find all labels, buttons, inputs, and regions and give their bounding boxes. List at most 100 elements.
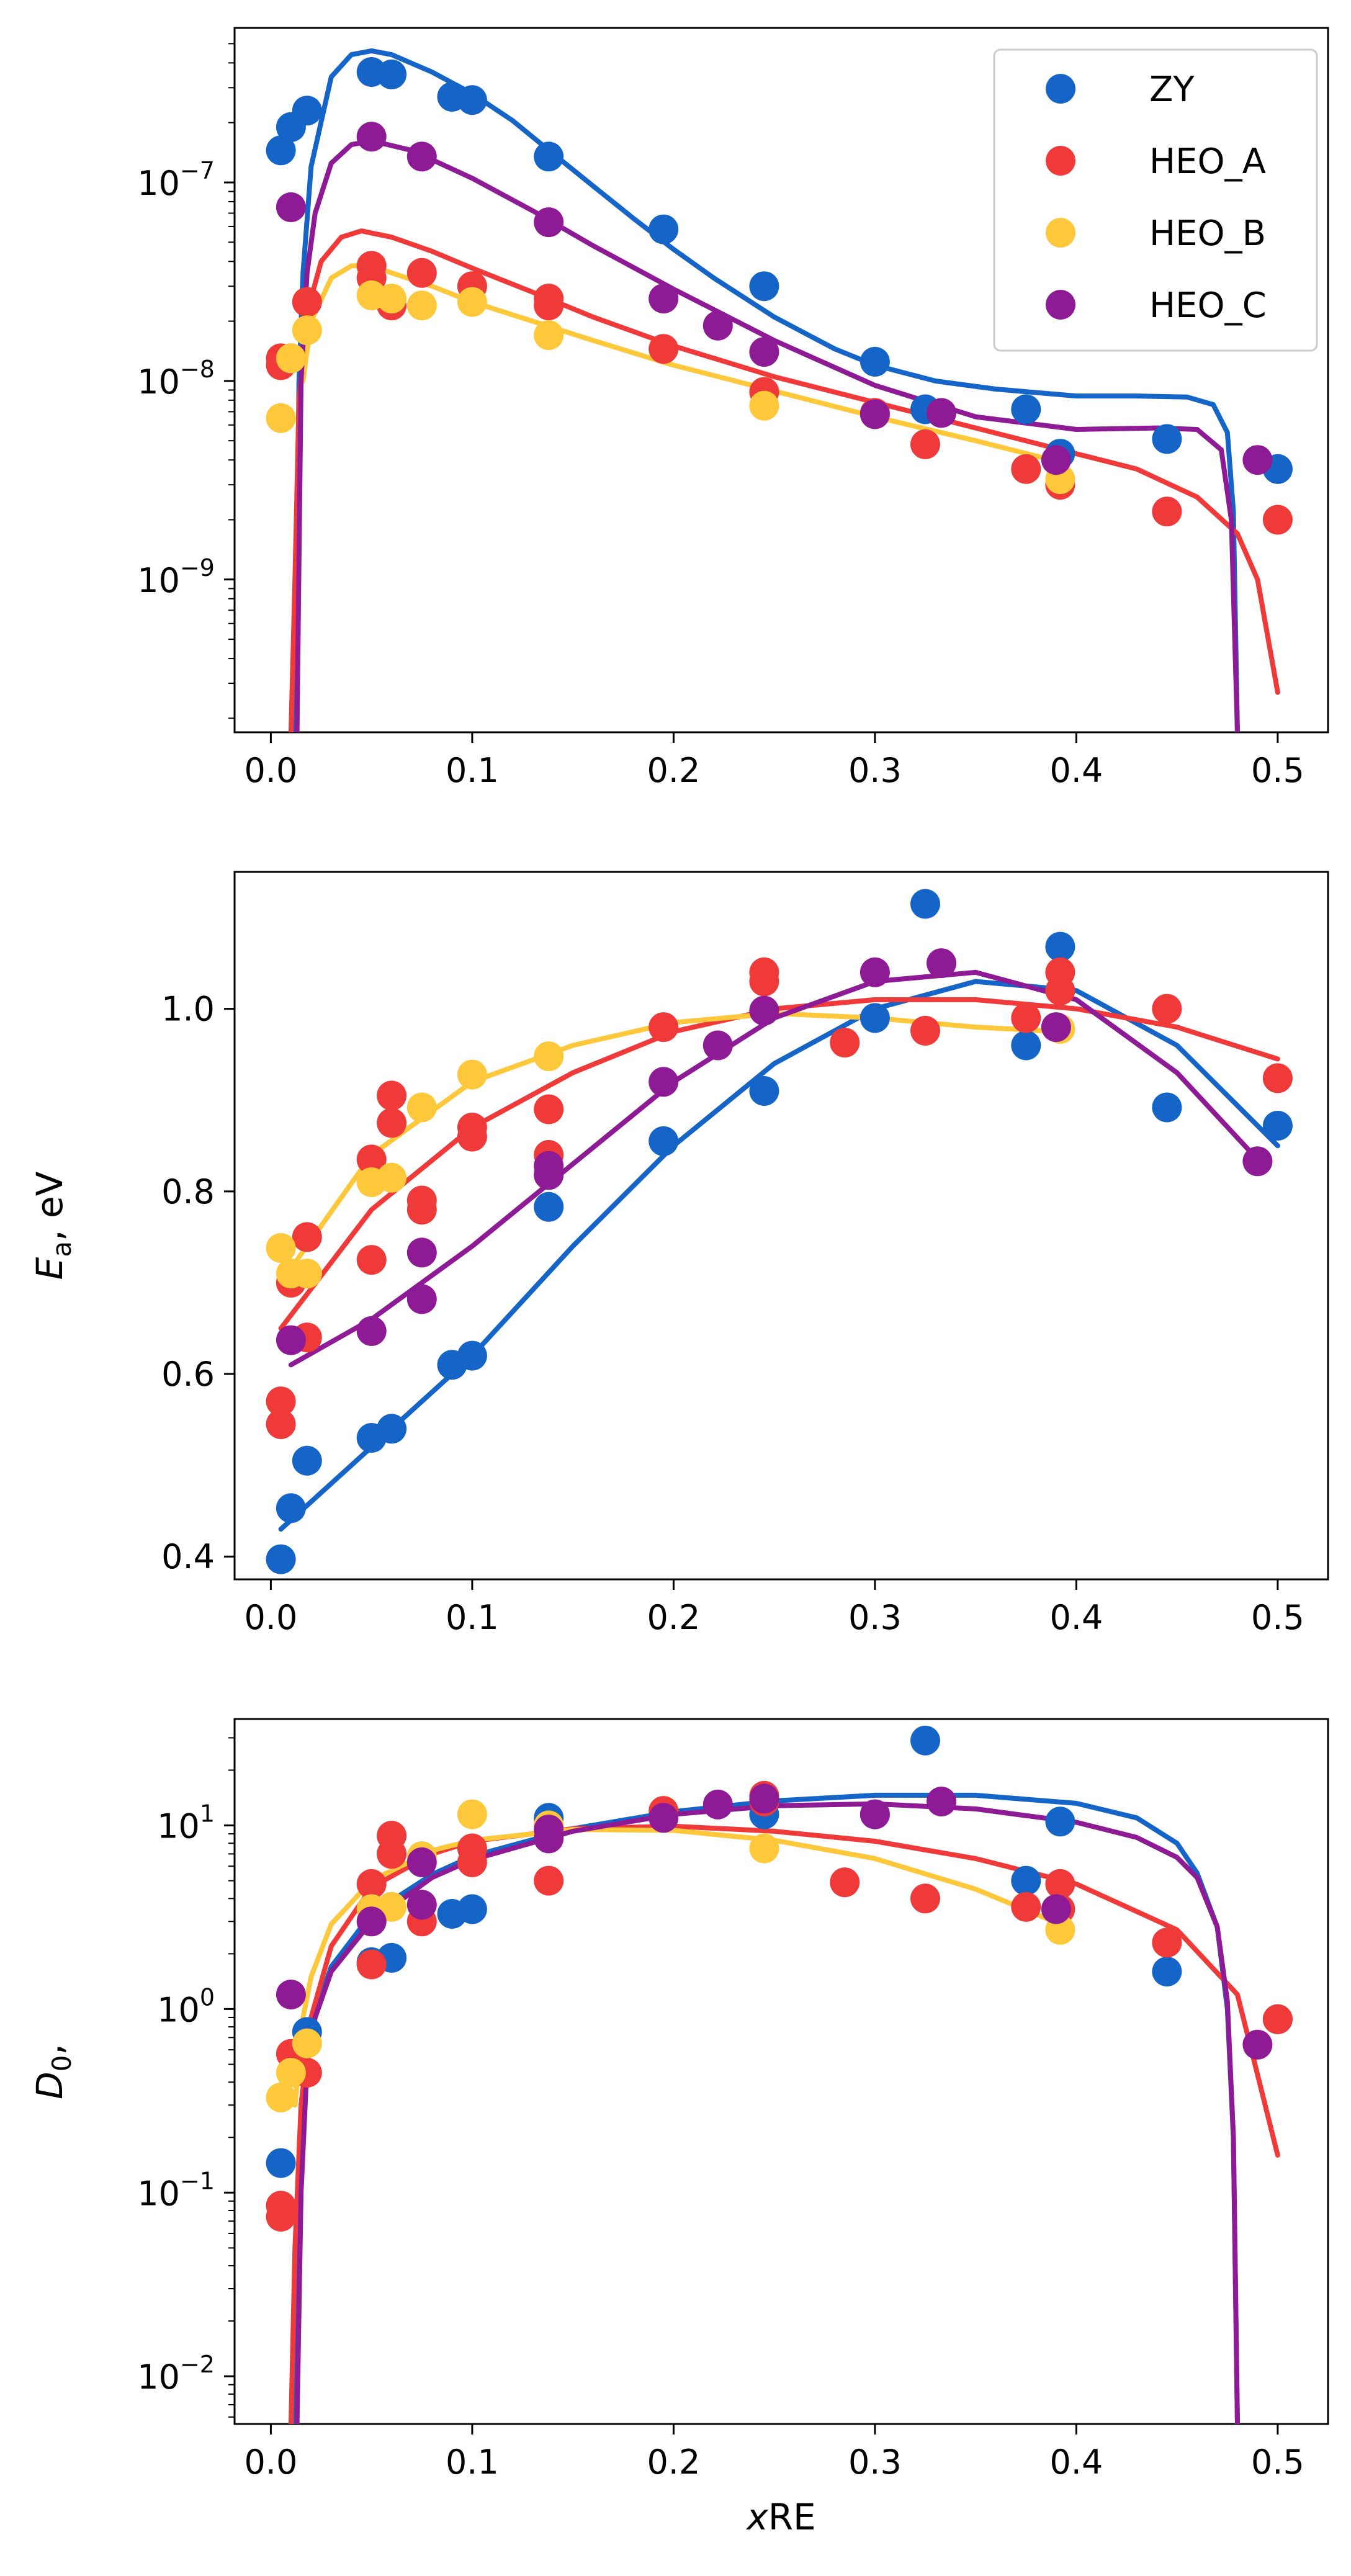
data-point-heo-b bbox=[276, 2058, 306, 2088]
data-point-zy bbox=[534, 1192, 564, 1222]
panel-top-permeability: 0.0 0.1 0.2 0.3 0.4 0.5 10−7 10−8 10−9 ZY HEO_A HEO… bbox=[137, 27, 1329, 790]
data-point-heo-a bbox=[1045, 1869, 1075, 1899]
data-point-zy bbox=[457, 1894, 487, 1924]
data-point-zy bbox=[1011, 394, 1041, 424]
x-tick-label: 0.2 bbox=[647, 2443, 700, 2482]
data-point-heo-a bbox=[406, 258, 437, 288]
data-point-heo-b bbox=[292, 2028, 322, 2058]
x-tick-label: 0.1 bbox=[446, 1598, 499, 1637]
data-point-heo-c bbox=[1041, 1894, 1071, 1924]
y-tick-label: 0.8 bbox=[161, 1172, 215, 1211]
x-tick-label: 0.4 bbox=[1049, 2443, 1103, 2482]
data-point-heo-b bbox=[457, 1059, 487, 1090]
data-point-heo-c bbox=[927, 1787, 956, 1816]
data-point-heo-a bbox=[457, 1847, 487, 1877]
data-point-heo-a bbox=[1011, 1892, 1041, 1922]
data-point-heo-a bbox=[1152, 1928, 1182, 1958]
axes-frame bbox=[233, 871, 1329, 1581]
plot-area bbox=[266, 889, 1293, 1574]
data-point-heo-a bbox=[356, 1949, 387, 1980]
data-point-heo-a bbox=[292, 1222, 322, 1252]
fit-line-zy bbox=[278, 979, 1280, 1532]
x-tick-label: 0.4 bbox=[1049, 1598, 1103, 1637]
data-point-heo-a bbox=[356, 1144, 387, 1175]
y-axis-label: Ea, eV bbox=[29, 1171, 77, 1280]
data-point-zy bbox=[910, 889, 940, 919]
data-point-zy bbox=[1152, 1092, 1182, 1123]
data-point-heo-a bbox=[910, 1883, 940, 1914]
data-point-zy bbox=[377, 1414, 407, 1444]
x-tick-label: 0.3 bbox=[848, 2443, 902, 2482]
x-tick-label: 0.5 bbox=[1251, 2443, 1304, 2482]
data-point-zy bbox=[266, 135, 296, 166]
y-axis-label: D0, bbox=[29, 2044, 77, 2099]
x-tick-label: 0.1 bbox=[446, 2443, 499, 2482]
fit-line-heo-c bbox=[294, 138, 1240, 732]
data-point-heo-b bbox=[266, 1233, 296, 1263]
data-point-zy bbox=[1045, 1806, 1075, 1837]
data-point-heo-b bbox=[749, 1833, 779, 1864]
legend-label-heo-b: HEO_B bbox=[1149, 213, 1266, 254]
data-point-zy bbox=[266, 2148, 296, 2178]
panel-middle-activation-energy: 0.0 0.1 0.2 0.3 0.4 0.5 0.4 0.6 0.8 1.0 Ea, eV bbox=[29, 871, 1329, 1637]
data-point-heo-a bbox=[534, 1094, 564, 1124]
axes-frame bbox=[233, 1718, 1329, 2425]
data-point-heo-b bbox=[457, 1799, 487, 1829]
x-tick-label: 0.0 bbox=[244, 751, 297, 790]
data-point-heo-a bbox=[649, 334, 679, 364]
data-point-heo-c bbox=[1242, 2029, 1273, 2060]
data-point-heo-a bbox=[356, 1869, 387, 1899]
data-point-heo-a bbox=[749, 966, 779, 997]
data-point-heo-b bbox=[534, 320, 564, 351]
data-point-heo-a bbox=[649, 1012, 679, 1043]
data-point-heo-c bbox=[860, 1799, 890, 1829]
data-point-heo-c bbox=[276, 1980, 306, 2009]
data-point-zy bbox=[377, 59, 407, 89]
data-point-heo-b bbox=[266, 2082, 296, 2112]
y-tick-label: 100 bbox=[157, 1983, 215, 2029]
data-point-heo-a bbox=[910, 429, 940, 459]
data-point-heo-c bbox=[749, 995, 779, 1026]
data-point-heo-a bbox=[377, 1108, 407, 1138]
legend: ZY HEO_A HEO_B HEO_C bbox=[993, 48, 1318, 352]
data-point-zy bbox=[292, 1445, 322, 1476]
data-point-heo-c bbox=[1041, 445, 1071, 475]
panel-bottom-prefactor: 0.0 0.1 0.2 0.3 0.4 0.5 101 100 10−1 10−2 D0, xRE bbox=[29, 1718, 1329, 2538]
y-tick-label: 101 bbox=[157, 1800, 215, 1846]
data-point-heo-c bbox=[356, 1906, 387, 1937]
data-point-zy bbox=[1045, 931, 1075, 962]
x-tick-label: 0.2 bbox=[647, 751, 700, 790]
data-point-heo-c bbox=[534, 1823, 564, 1854]
data-point-zy bbox=[1011, 1865, 1041, 1896]
data-point-heo-c bbox=[406, 141, 437, 172]
y-tick-label: 1.0 bbox=[161, 990, 215, 1029]
data-point-heo-a bbox=[534, 290, 564, 321]
y-tick-label: 0.4 bbox=[161, 1537, 215, 1576]
data-point-heo-b bbox=[377, 284, 407, 314]
x-tick-label: 0.5 bbox=[1251, 751, 1304, 790]
y-tick-label: 10−7 bbox=[137, 157, 215, 203]
data-point-heo-a bbox=[457, 1121, 487, 1152]
data-point-heo-c bbox=[702, 310, 733, 341]
data-point-heo-c bbox=[702, 1030, 733, 1061]
x-tick-label: 0.2 bbox=[647, 1598, 700, 1637]
data-point-heo-c bbox=[276, 192, 306, 222]
data-point-heo-b bbox=[749, 390, 779, 421]
x-tick-label: 0.0 bbox=[244, 1598, 297, 1637]
data-point-heo-b bbox=[406, 1092, 437, 1123]
data-point-heo-b bbox=[534, 1041, 564, 1072]
data-point-heo-a bbox=[1045, 976, 1075, 1006]
data-point-heo-a bbox=[1262, 1063, 1293, 1093]
data-point-zy bbox=[649, 214, 679, 245]
x-tick-label: 0.0 bbox=[244, 2443, 297, 2482]
legend-marker-zy bbox=[1046, 74, 1075, 104]
data-point-heo-c bbox=[356, 1316, 387, 1346]
legend-label-zy: ZY bbox=[1149, 70, 1195, 110]
x-tick-label: 0.4 bbox=[1049, 751, 1103, 790]
data-point-heo-c bbox=[927, 398, 956, 428]
data-point-heo-c bbox=[749, 337, 779, 367]
data-point-heo-c bbox=[1242, 445, 1273, 475]
data-point-heo-a bbox=[266, 2202, 296, 2232]
data-point-heo-a bbox=[830, 1028, 860, 1058]
